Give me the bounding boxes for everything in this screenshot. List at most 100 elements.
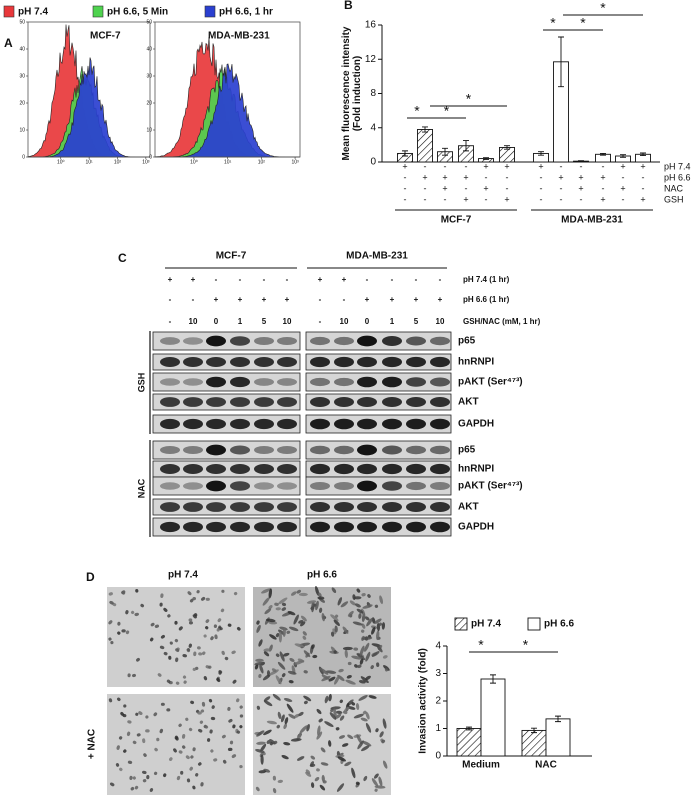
cell — [376, 630, 380, 641]
cell — [303, 700, 308, 705]
cell — [356, 588, 361, 593]
cell — [125, 630, 130, 635]
bar — [499, 146, 515, 163]
blot-band — [406, 445, 426, 455]
cell — [239, 705, 243, 709]
cell — [236, 627, 241, 631]
y-tick-label: 2 — [435, 696, 441, 707]
blot-band — [183, 446, 203, 454]
cell — [376, 623, 381, 632]
blot-band — [183, 482, 203, 490]
cell — [278, 631, 282, 643]
lane-mark: - — [391, 275, 394, 284]
cell — [140, 603, 145, 608]
blot-band — [382, 463, 402, 475]
cell — [357, 740, 364, 750]
condition-mark: + — [538, 161, 543, 171]
condition-mark: - — [622, 172, 625, 182]
lane-mark: + — [438, 295, 443, 304]
cell — [136, 733, 141, 737]
cell — [260, 588, 272, 594]
lane-mark: 1 — [390, 317, 395, 326]
blot-band — [206, 464, 226, 474]
cell — [108, 620, 113, 625]
error-bar — [463, 140, 469, 152]
lane-mark: - — [319, 317, 322, 326]
blot-band — [357, 335, 377, 347]
blot-band — [382, 376, 402, 388]
lane-mark: + — [342, 275, 347, 284]
lane-mark: 0 — [365, 317, 370, 326]
cell — [182, 654, 187, 658]
cell — [299, 725, 308, 734]
blot-band — [230, 464, 250, 474]
condition-mark: - — [404, 194, 407, 204]
cell — [227, 706, 231, 711]
cell — [365, 711, 370, 720]
condition-mark: - — [560, 183, 563, 193]
cell — [192, 667, 196, 672]
cell — [146, 775, 150, 780]
cell — [331, 587, 337, 593]
cell — [281, 673, 286, 678]
bar — [545, 718, 571, 757]
micrograph — [107, 587, 245, 687]
cell — [382, 655, 388, 659]
condition-mark: - — [540, 183, 543, 193]
cell — [287, 670, 297, 675]
condition-mark: - — [424, 161, 427, 171]
cell — [305, 769, 311, 775]
lane-mark: + — [238, 295, 243, 304]
blot-band — [230, 418, 250, 430]
blot-band — [406, 481, 426, 491]
cell — [258, 674, 262, 678]
cell — [354, 664, 358, 668]
cell — [347, 706, 356, 710]
cell — [294, 660, 305, 665]
blot-band — [406, 521, 426, 533]
blot-band — [406, 502, 426, 512]
cell — [371, 778, 379, 787]
condition-mark: + — [620, 161, 625, 171]
cell — [355, 703, 360, 710]
lane-mark: - — [215, 275, 218, 284]
cell — [266, 720, 278, 725]
blot-band — [277, 378, 297, 386]
cell — [269, 634, 277, 640]
blot-band — [160, 357, 180, 367]
lane-mark: - — [169, 295, 172, 304]
cell — [262, 597, 270, 606]
lane-mark: 1 — [238, 317, 243, 326]
cell — [236, 698, 240, 703]
x-tick-label: 10¹ — [86, 159, 94, 165]
y-tick-label: 3 — [435, 668, 441, 679]
cell — [216, 677, 221, 683]
cell — [272, 740, 278, 745]
cell — [340, 601, 349, 608]
cell — [328, 693, 332, 702]
blot-band — [357, 502, 377, 512]
cell — [263, 700, 273, 707]
blot-band — [310, 397, 330, 407]
bar — [417, 129, 433, 163]
blot-band — [334, 445, 354, 455]
blot-band — [206, 335, 226, 347]
lane-mark: + — [390, 295, 395, 304]
blot-band — [277, 482, 297, 490]
condition-mark: - — [404, 172, 407, 182]
y-tick-label: 4 — [370, 122, 376, 133]
cell — [175, 657, 179, 663]
cell — [195, 773, 199, 777]
blot-strip — [305, 440, 452, 460]
cell — [231, 754, 237, 759]
cell — [338, 668, 344, 673]
cell — [205, 597, 210, 601]
blot-band — [310, 356, 330, 368]
cell — [284, 717, 289, 725]
panel-label: D — [86, 570, 95, 584]
cell — [383, 665, 390, 671]
y-tick-label: 30 — [19, 73, 25, 79]
cell — [233, 591, 238, 596]
cell — [264, 608, 272, 615]
cell — [182, 675, 187, 679]
